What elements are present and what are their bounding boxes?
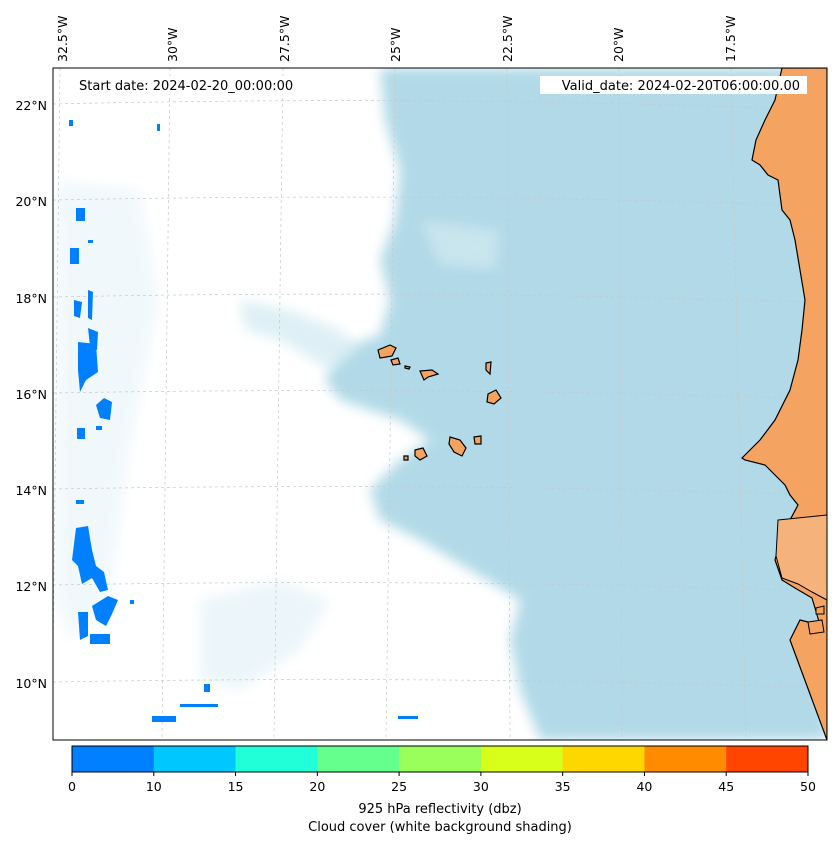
colorbar-label-line2: Cloud cover (white background shading) — [308, 820, 572, 835]
cloud-cover-extension — [240, 300, 360, 370]
lon-tick-label: 27.5°W — [277, 16, 292, 62]
colorbar-tick-label: 40 — [636, 779, 652, 794]
colorbar-tick-label: 30 — [473, 779, 489, 794]
colorbar-tick-label: 35 — [555, 779, 571, 794]
lat-tick-label: 16°N — [15, 387, 47, 402]
valid-date-box — [540, 76, 807, 94]
colorbar-tick-label: 0 — [68, 779, 76, 794]
colorbar-bin — [72, 746, 155, 772]
colorbar-tick-label: 50 — [800, 779, 816, 794]
colorbar-tick-label: 10 — [146, 779, 162, 794]
lon-ticks: 32.5°W 30°W 27.5°W 25°W 22.5°W 20°W 17.5… — [55, 16, 738, 62]
lon-tick-label: 22.5°W — [500, 16, 515, 62]
lat-tick-label: 18°N — [15, 291, 47, 306]
colorbar-bin — [726, 746, 809, 772]
colorbar-bin — [235, 746, 318, 772]
start-date-label: Start date: 2024-02-20_00:00:00 — [79, 79, 293, 94]
valid-date-label: Valid_date: 2024-02-20T06:00:00.00 — [562, 79, 800, 94]
west-africa-south — [775, 514, 827, 601]
cape-verde-islands — [377, 344, 502, 461]
colorbar-bin — [317, 746, 400, 772]
colorbar-bin — [399, 746, 482, 772]
lon-tick-label: 32.5°W — [55, 16, 70, 62]
colorbar-bin — [644, 746, 727, 772]
colorbar: 0 10 15 20 25 30 35 40 45 50 — [68, 745, 816, 794]
lat-tick-label: 10°N — [15, 676, 47, 691]
cloud-cover-south — [200, 580, 330, 690]
colorbar-bin — [480, 746, 564, 772]
lat-tick-label: 12°N — [15, 579, 47, 594]
colorbar-bin — [153, 746, 237, 772]
lat-tick-label: 22°N — [15, 98, 47, 113]
reflectivity-patches — [69, 120, 418, 722]
map-content — [53, 68, 827, 740]
colorbar-tick-label: 15 — [228, 779, 244, 794]
colorbar-tick-label: 45 — [718, 779, 734, 794]
colorbar-tick-label: 25 — [391, 779, 407, 794]
lon-tick-label: 30°W — [165, 27, 180, 62]
colorbar-bin — [562, 746, 645, 772]
lat-ticks: 22°N 20°N 18°N 16°N 14°N 12°N 10°N — [15, 98, 47, 691]
start-date-box — [74, 76, 334, 94]
lat-tick-label: 20°N — [15, 194, 47, 209]
map-border — [52, 67, 828, 741]
coast-islands — [807, 605, 825, 635]
lon-tick-label: 17.5°W — [723, 16, 738, 62]
lon-tick-label: 20°W — [611, 27, 626, 62]
colorbar-tick-label: 20 — [309, 779, 325, 794]
lon-tick-label: 25°W — [388, 27, 403, 62]
colorbar-label-line1: 925 hPa reflectivity (dbz) — [358, 802, 521, 817]
cloud-cover-patch — [420, 220, 500, 270]
colorbar-border — [71, 745, 809, 773]
lat-tick-label: 14°N — [15, 483, 47, 498]
